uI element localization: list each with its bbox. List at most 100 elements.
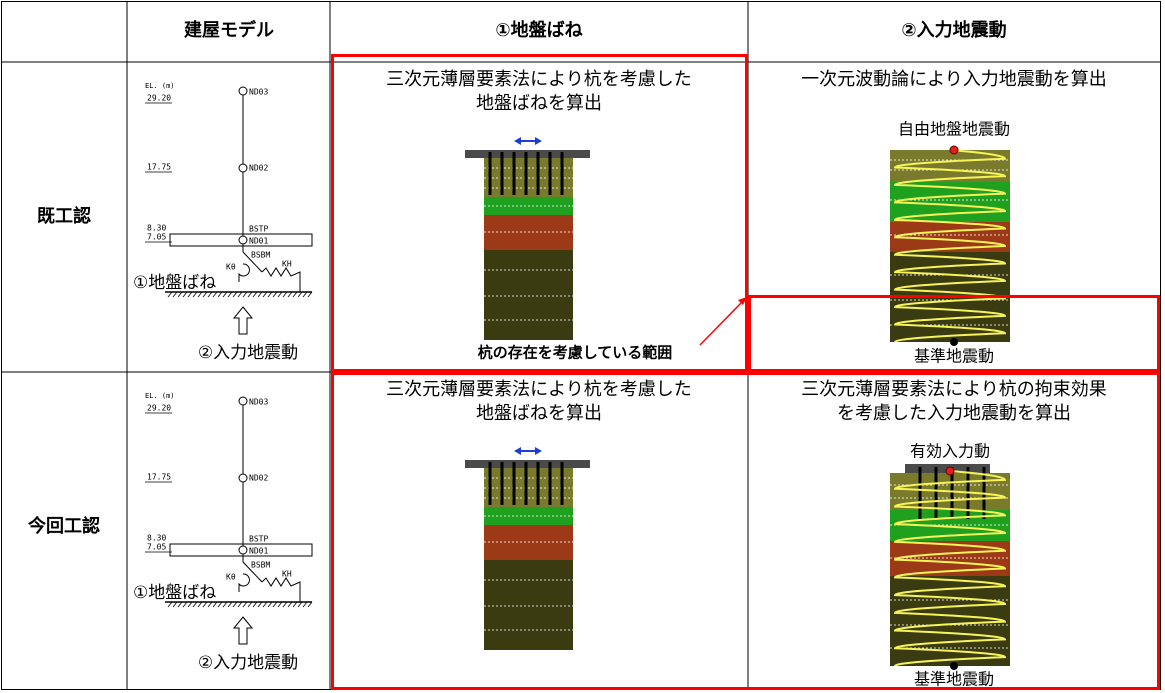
ground-hatch [277,291,283,298]
ground-hatch [242,601,248,608]
header-cell: 建屋モデル [184,19,274,41]
ground-hatch [227,601,233,608]
wave-bottom [950,338,958,346]
ground-hatch [222,601,228,608]
cell-text: 三次元薄層要素法により杭を考慮した [386,379,692,400]
ground-hatch [167,601,173,608]
ground-hatch [172,601,178,608]
rotation-spring [238,263,250,282]
cell-text: 一次元波動論により入力地震動を算出 [801,69,1107,90]
ground-hatch [197,291,203,298]
model-label: 8.30 [147,224,166,233]
ground-hatch [267,601,273,608]
ground-hatch [227,291,233,298]
ground-hatch [272,291,278,298]
soil-layer [484,250,573,340]
model-label: ND01 [249,237,268,246]
cell-text: 地盤ばねを算出 [476,93,602,114]
ground-hatch [187,291,193,298]
ground-hatch [247,291,253,298]
model-label: BSTP [249,535,268,544]
arrow-head [514,447,542,455]
ground-hatch [287,291,293,298]
ground-hatch [182,291,188,298]
wave-bottom [950,662,958,670]
ground-hatch [262,601,268,608]
ground-hatch [202,601,208,608]
ground-hatch [177,601,183,608]
model-label: ND01 [249,547,268,556]
ground-hatch [262,291,268,298]
model-label: EL. (m) [145,82,175,90]
model-label: ND02 [249,474,268,483]
highlight-frame [331,372,1160,690]
ground-hatch [282,601,288,608]
ground-hatch [257,601,263,608]
model-label: Kθ [226,263,236,272]
model-label: 17.75 [147,163,171,172]
ground-hatch [307,291,313,298]
row-label: 今回工認 [28,515,100,537]
cell-text: 地盤ばねを算出 [476,403,602,424]
ground-hatch [287,601,293,608]
ground-hatch [172,291,178,298]
wave-top [949,145,959,155]
input-arrow [232,306,254,335]
ground-hatch [197,601,203,608]
ground-hatch [267,291,273,298]
ground-hatch [192,291,198,298]
ground-hatch [207,291,213,298]
ground-hatch [202,291,208,298]
model-label: BSTP [249,225,268,234]
model-label: 29.20 [147,404,171,413]
ground-hatch [182,601,188,608]
header-cell: ①地盤ばね [495,19,582,41]
highlight-frame [331,54,748,372]
model-label: 7.05 [147,233,166,242]
note: 杭の存在を考慮している範囲 [478,344,673,362]
node [238,396,248,406]
model-link [242,561,263,583]
ground-hatch [282,291,288,298]
soil-layer [484,560,573,650]
ground-hatch [232,601,238,608]
wave-label: 自由地盤地震動 [898,120,1010,139]
ground-hatch [187,601,193,608]
model-label: 29.20 [147,94,171,103]
model-label: ND02 [249,164,268,173]
node [238,235,248,245]
wave [893,149,1007,343]
node [238,86,248,96]
horizontal-spring [261,267,301,292]
wave-top [945,466,955,476]
cell-text: 三次元薄層要素法により杭を考慮した [386,69,692,90]
arrow-head [514,137,542,145]
highlight-frame [748,295,1160,372]
wave [893,470,1007,667]
ground-hatch [252,291,258,298]
ground-hatch [237,291,243,298]
header-cell: ②入力地震動 [901,19,1006,41]
ground-hatch [292,291,298,298]
ground-hatch [217,291,223,298]
ground-hatch [247,601,253,608]
model-label: KH [282,570,292,579]
ground-hatch [217,601,223,608]
ground-hatch [302,291,308,298]
ground-hatch [192,601,198,608]
ground-hatch [307,601,313,608]
model-label: BSBM [251,561,270,570]
model-label: ①地盤ばね [133,273,216,293]
model-label: 17.75 [147,473,171,482]
row-label: 既工認 [37,205,91,227]
cell-text: 三次元薄層要素法により杭の拘束効果 [801,379,1107,400]
rotation-spring [238,573,250,592]
base-mat [169,233,313,247]
node [238,545,248,555]
model-label: EL. (m) [145,392,175,400]
ground-hatch [242,291,248,298]
cell-text: を考慮した入力地震動を算出 [837,403,1071,424]
horizontal-spring [261,577,301,602]
wave-label: 基準地震動 [914,347,994,366]
ground-hatch [177,291,183,298]
